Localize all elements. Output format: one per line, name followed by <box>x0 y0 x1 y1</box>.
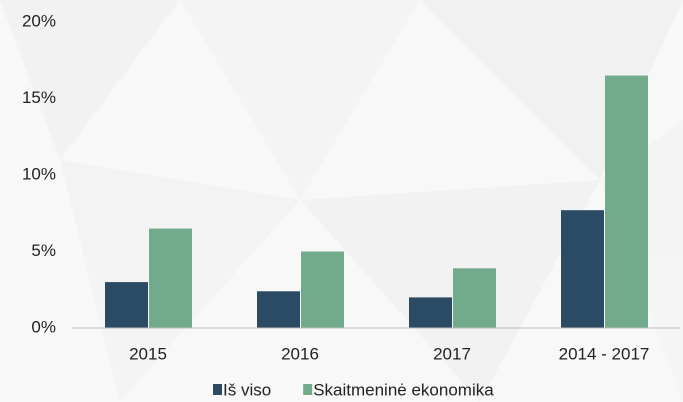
bar <box>409 297 452 328</box>
x-tick-label: 2017 <box>433 344 471 363</box>
legend-swatch <box>213 384 222 395</box>
bar <box>605 75 648 328</box>
legend-label: Iš viso <box>223 380 271 399</box>
y-tick-label: 0% <box>31 317 56 336</box>
y-tick-label: 15% <box>22 88 56 107</box>
bar <box>149 228 192 328</box>
legend-swatch <box>303 384 313 395</box>
bar <box>561 210 604 328</box>
bar <box>453 268 496 328</box>
y-tick-label: 20% <box>22 11 56 30</box>
x-tick-label: 2016 <box>281 344 319 363</box>
bar <box>301 251 344 328</box>
bar <box>105 282 148 328</box>
y-tick-label: 10% <box>22 164 56 183</box>
bar <box>257 291 300 328</box>
legend-label: Skaitmeninė ekonomika <box>313 380 494 399</box>
x-tick-label: 2015 <box>129 344 167 363</box>
y-tick-label: 5% <box>31 241 56 260</box>
x-tick-label: 2014 - 2017 <box>559 344 650 363</box>
